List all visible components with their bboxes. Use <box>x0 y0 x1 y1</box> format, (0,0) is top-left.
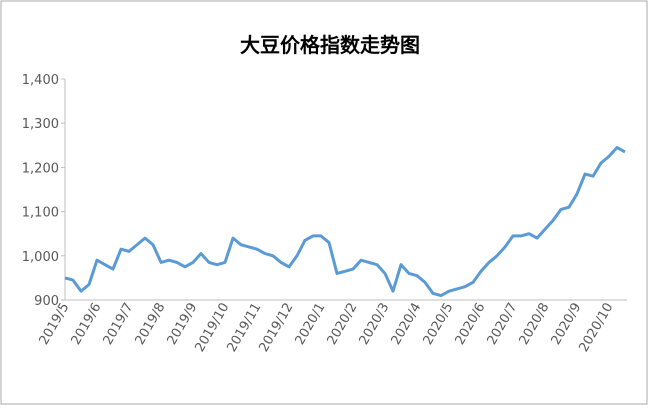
y-tick-label: 1,300 <box>22 117 59 132</box>
chart-title: 大豆价格指数走势图 <box>240 33 420 57</box>
y-tick-label: 900 <box>34 294 59 309</box>
y-tick-label: 1,400 <box>22 73 59 88</box>
y-tick-label: 1,100 <box>22 206 59 221</box>
line <box>64 146 626 298</box>
y-tick-label: 1,200 <box>22 161 59 176</box>
y-tick-label: 1,000 <box>22 250 59 265</box>
